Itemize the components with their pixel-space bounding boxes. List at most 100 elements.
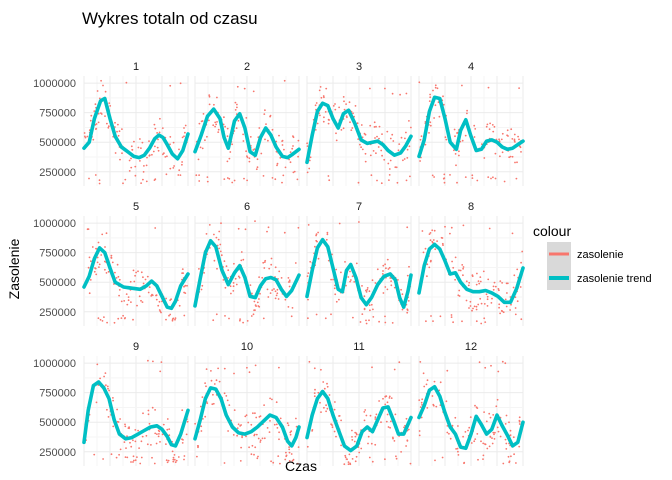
- data-point: [125, 293, 128, 295]
- data-point: [296, 178, 299, 181]
- facet-panel-7: 7: [305, 201, 413, 326]
- scatter-points: [418, 360, 521, 465]
- data-point: [172, 167, 175, 169]
- data-point: [502, 311, 505, 314]
- data-point: [236, 85, 239, 88]
- data-point: [258, 127, 261, 129]
- data-point: [306, 171, 309, 174]
- data-point: [420, 416, 423, 419]
- legend-label-zasolenie-trend: zasolenie trend: [577, 273, 652, 285]
- data-point: [401, 308, 404, 311]
- data-point: [323, 116, 325, 119]
- data-point: [513, 133, 516, 136]
- data-point: [449, 232, 451, 235]
- data-point: [503, 180, 506, 183]
- data-point: [118, 289, 121, 291]
- data-point: [240, 259, 243, 262]
- data-point: [328, 394, 331, 396]
- data-point: [219, 250, 222, 253]
- data-point: [509, 434, 512, 436]
- data-point: [215, 379, 218, 382]
- data-point: [248, 160, 251, 163]
- data-point: [132, 461, 134, 463]
- data-point: [371, 366, 373, 369]
- data-point: [343, 108, 346, 111]
- data-point: [518, 419, 521, 422]
- data-point: [98, 179, 101, 182]
- data-point: [245, 117, 248, 119]
- data-point: [390, 284, 393, 287]
- data-point: [201, 284, 204, 287]
- data-point: [500, 309, 503, 312]
- data-point: [492, 285, 495, 288]
- data-point: [183, 285, 185, 288]
- data-point: [386, 413, 389, 416]
- data-point: [375, 152, 377, 155]
- data-point: [482, 454, 485, 457]
- data-point: [374, 418, 377, 420]
- data-point: [454, 153, 457, 155]
- data-point: [98, 263, 101, 266]
- data-point: [482, 270, 485, 273]
- data-point: [200, 430, 203, 432]
- data-point: [391, 133, 394, 136]
- data-point: [380, 182, 383, 185]
- data-point: [284, 166, 287, 169]
- data-point: [308, 159, 311, 162]
- data-point: [89, 279, 92, 281]
- data-point: [183, 314, 186, 317]
- data-point: [418, 81, 421, 84]
- data-point: [345, 284, 347, 287]
- data-point: [509, 429, 512, 432]
- data-point: [368, 456, 371, 459]
- data-point: [397, 149, 400, 152]
- data-point: [297, 139, 300, 142]
- data-point: [442, 95, 444, 98]
- data-point: [206, 180, 209, 183]
- data-point: [155, 442, 158, 445]
- data-point: [355, 433, 358, 436]
- data-point: [263, 267, 266, 269]
- data-point: [355, 262, 358, 265]
- data-point: [216, 267, 218, 270]
- data-point: [146, 443, 149, 446]
- data-point: [333, 287, 336, 290]
- data-point: [212, 124, 215, 127]
- data-point: [332, 278, 334, 281]
- data-point: [271, 177, 274, 179]
- data-point: [240, 251, 243, 253]
- data-point: [342, 96, 345, 98]
- data-point: [433, 117, 435, 119]
- data-point: [313, 367, 316, 370]
- data-point: [351, 439, 354, 441]
- data-point: [165, 297, 168, 300]
- data-point: [120, 300, 123, 303]
- data-point: [351, 429, 353, 432]
- data-point: [281, 181, 283, 184]
- data-point: [197, 446, 199, 449]
- data-point: [454, 135, 456, 138]
- data-point: [101, 320, 104, 322]
- data-point: [171, 450, 174, 453]
- data-point: [226, 177, 229, 179]
- data-point: [147, 409, 150, 412]
- data-point: [344, 456, 347, 459]
- data-point: [405, 445, 407, 447]
- data-point: [422, 251, 425, 254]
- data-point: [145, 434, 148, 437]
- data-point: [181, 136, 184, 139]
- data-point: [317, 257, 320, 260]
- data-point: [335, 300, 338, 303]
- data-point: [84, 136, 87, 139]
- data-point: [345, 458, 348, 460]
- data-point: [462, 266, 465, 268]
- data-point: [129, 280, 132, 283]
- data-point: [288, 279, 291, 282]
- data-point: [471, 309, 473, 312]
- data-point: [476, 179, 479, 182]
- data-point: [306, 445, 309, 448]
- data-point: [184, 131, 186, 134]
- data-point: [166, 418, 169, 420]
- data-point: [389, 159, 392, 162]
- data-point: [152, 360, 154, 363]
